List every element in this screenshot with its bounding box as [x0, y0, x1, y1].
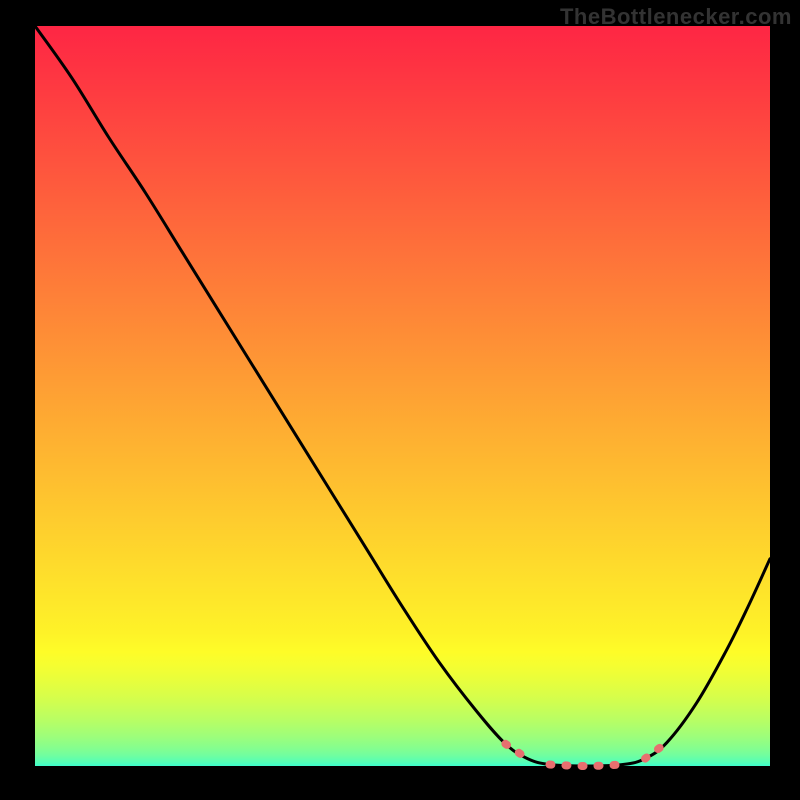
watermark-text: TheBottlenecker.com	[560, 4, 792, 30]
chart-container: TheBottlenecker.com	[0, 0, 800, 800]
bottleneck-chart	[0, 0, 800, 800]
plot-background-gradient	[35, 26, 770, 766]
